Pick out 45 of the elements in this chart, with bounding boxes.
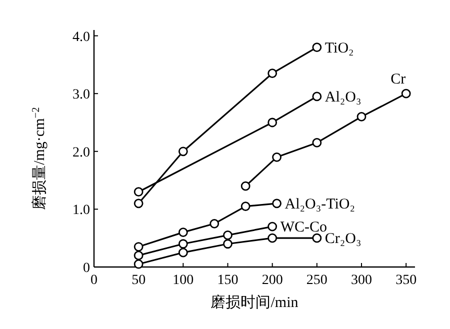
y-tick-label: 3.0: [72, 88, 90, 103]
y-tick-label: 4.0: [72, 30, 90, 45]
series-label: Al₂O₃-TiO₂: [284, 196, 355, 212]
point: [240, 181, 250, 191]
point: [356, 112, 366, 122]
series-label: TiO₂: [324, 40, 354, 56]
x-tick-label: 350: [396, 273, 417, 288]
x-axis-title: 磨损时间/min: [210, 294, 299, 311]
point: [268, 222, 278, 232]
point: [134, 187, 144, 197]
x-tick-label: 50: [132, 273, 146, 288]
x-tick-label: 100: [172, 273, 194, 288]
point: [268, 68, 278, 78]
point: [401, 88, 411, 98]
point: [240, 202, 250, 212]
series-label: WC-Co: [280, 220, 328, 236]
point: [272, 152, 282, 162]
point: [178, 239, 188, 249]
point: [134, 250, 144, 260]
point: [268, 118, 278, 128]
point: [134, 198, 144, 208]
point: [268, 233, 278, 243]
series-label: Cr: [390, 72, 406, 88]
point: [178, 248, 188, 258]
y-tick-label: 0: [83, 261, 90, 276]
point: [312, 42, 322, 52]
point: [272, 198, 282, 208]
point: [223, 239, 232, 249]
point: [312, 233, 322, 243]
point: [134, 242, 144, 252]
y-tick-label: 2.0: [72, 145, 90, 160]
point: [178, 228, 188, 238]
point: [178, 146, 188, 156]
x-tick-label: 200: [262, 273, 283, 288]
point: [210, 218, 220, 228]
point: [312, 92, 322, 102]
series-label: Cr₂O₃: [324, 231, 362, 248]
x-tick-label: 300: [351, 273, 372, 288]
point: [312, 138, 322, 148]
point: [134, 259, 144, 269]
series-label: Al₂O₃: [324, 89, 362, 106]
x-tick-label: 250: [306, 273, 328, 288]
y-tick-label: 1.0: [72, 203, 90, 218]
point: [223, 230, 232, 240]
x-tick-label: 150: [217, 273, 238, 288]
